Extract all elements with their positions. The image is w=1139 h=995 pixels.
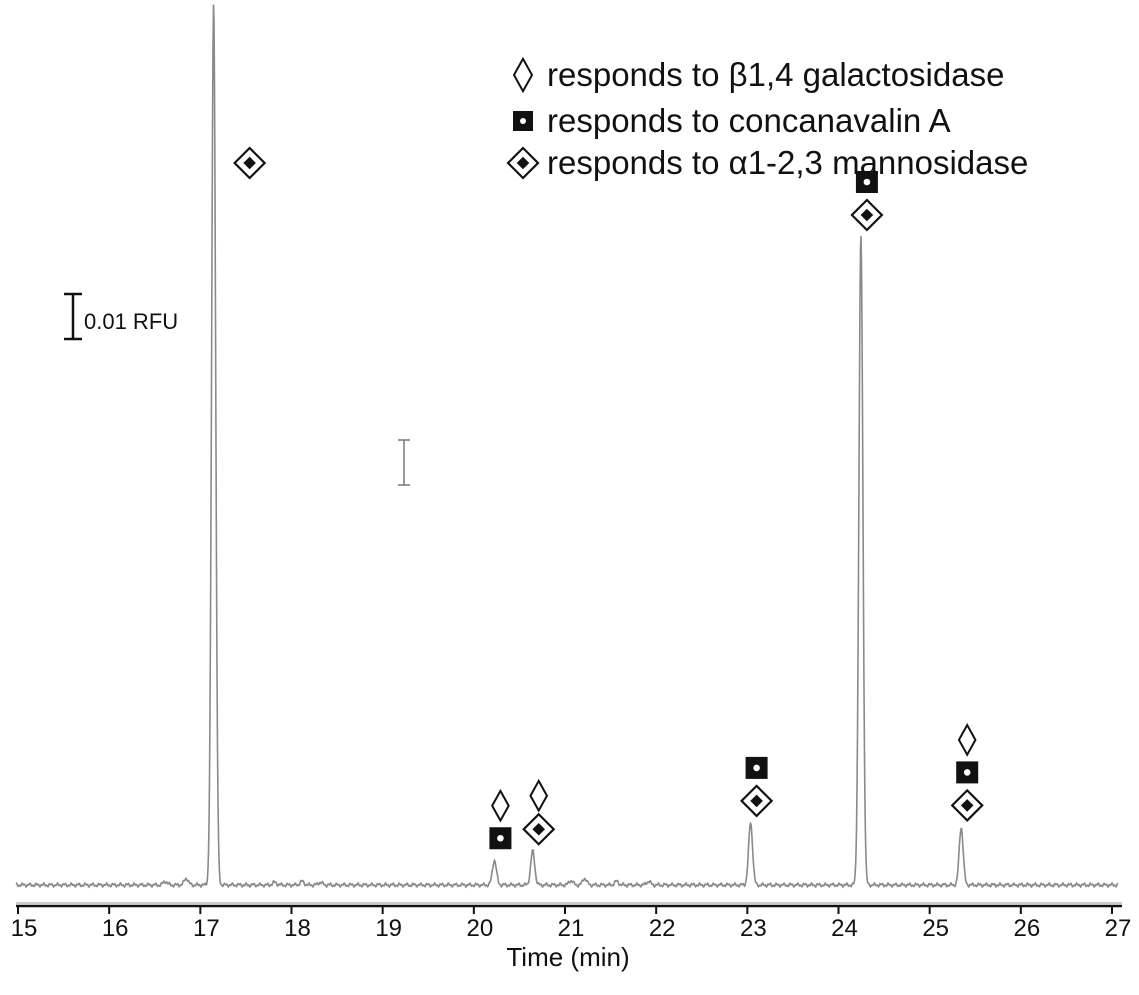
peak-annotation-2 (522, 778, 556, 846)
dotted-diamond-center (243, 156, 256, 170)
x-tick-label-20: 20 (466, 915, 493, 942)
open-diamond-icon (957, 722, 977, 757)
legend-entry-dotted-diamond: responds to α1-2,3 mannosidase (506, 144, 1028, 181)
legend-label: responds to concanavalin A (547, 102, 951, 139)
scale-bar: 0.01 RFU (64, 292, 410, 486)
square-dot-center (863, 178, 871, 186)
square-dot-center (963, 769, 971, 776)
legend-label: responds to α1-2,3 mannosidase (547, 144, 1028, 181)
x-tick-label-22: 22 (649, 915, 676, 942)
chromatogram-trace (15, 4, 1119, 889)
open-diamond-icon (529, 778, 549, 813)
square-dot-center (753, 764, 760, 772)
x-axis: 15 16 17 18 19 20 21 22 23 24 25 26 27 (11, 902, 1132, 942)
legend-label: responds to β1,4 galactosidase (547, 56, 1004, 93)
peak-markers (233, 146, 984, 850)
x-tick-label-27: 27 (1105, 915, 1132, 942)
x-tick-label-15: 15 (11, 915, 38, 942)
x-tick-label-16: 16 (102, 915, 129, 942)
peak-annotation-1 (489, 788, 512, 850)
x-tick-label-17: 17 (193, 915, 220, 942)
x-tick-label-24: 24 (831, 915, 858, 942)
x-tick-label-23: 23 (740, 915, 767, 942)
dotted-diamond-center (516, 156, 530, 170)
x-tick-label-18: 18 (284, 915, 311, 942)
scale-bar-label: 0.01 RFU (84, 309, 178, 334)
peak-annotation-3 (740, 756, 774, 818)
legend-entry-square-dot: responds to concanavalin A (513, 102, 951, 139)
open-diamond-icon (491, 788, 510, 823)
open-diamond-icon (512, 56, 534, 94)
square-dot-center (497, 834, 504, 842)
trace-layer (15, 4, 1119, 889)
peak-annotation-5 (950, 722, 984, 822)
peak-annotation-0 (233, 146, 267, 180)
legend: responds to β1,4 galactosidase responds t… (506, 56, 1028, 181)
x-tick-label-26: 26 (1013, 915, 1040, 942)
dotted-diamond-center (960, 799, 974, 812)
dotted-diamond-center (860, 208, 874, 222)
dotted-diamond-center (750, 794, 763, 808)
x-tick-label-21: 21 (558, 915, 585, 942)
peak-annotation-4 (850, 171, 884, 232)
x-tick-label-19: 19 (375, 915, 402, 942)
square-dot-center (520, 118, 526, 124)
legend-entry-open-diamond: responds to β1,4 galactosidase (512, 56, 1004, 94)
dotted-diamond-center (532, 822, 546, 836)
x-tick-label-25: 25 (922, 915, 949, 942)
x-axis-title: Time (min) (506, 942, 629, 972)
